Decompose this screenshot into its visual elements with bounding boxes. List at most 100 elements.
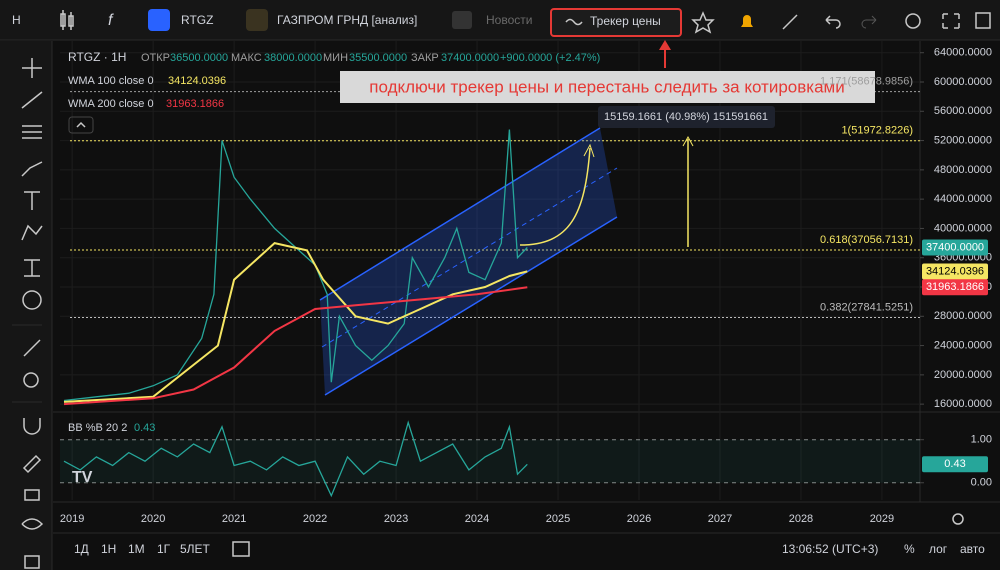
y-tick-label: 28000.0000 bbox=[934, 310, 992, 322]
legend-key: ОТКР bbox=[141, 52, 170, 64]
price-badge-label: 37400.0000 bbox=[926, 241, 984, 253]
band-fill bbox=[60, 439, 920, 483]
x-tick-label: 2020 bbox=[141, 513, 165, 525]
y-tick-label: 20000.0000 bbox=[934, 369, 992, 381]
indicator-title: BB %B 20 2 bbox=[68, 422, 127, 434]
camera-icon[interactable] bbox=[975, 12, 991, 29]
range-button[interactable]: 1М bbox=[128, 542, 145, 556]
indicator-value: 0.43 bbox=[134, 422, 155, 434]
y-tick-label: 52000.0000 bbox=[934, 134, 992, 146]
y-tick-label: 0.00 bbox=[971, 477, 992, 489]
channel-line bbox=[319, 127, 601, 301]
y-tick-label: 24000.0000 bbox=[934, 339, 992, 351]
legend-key: МИН bbox=[323, 52, 348, 64]
drawing-tools[interactable] bbox=[21, 58, 44, 569]
left-toolbar bbox=[0, 41, 52, 570]
fullscreen-icon[interactable] bbox=[942, 13, 960, 29]
percent-toggle[interactable]: % bbox=[904, 542, 915, 556]
price-badge bbox=[922, 263, 988, 280]
tracker-icon bbox=[565, 18, 583, 26]
log-toggle[interactable]: лог bbox=[929, 542, 948, 556]
axis-settings[interactable] bbox=[952, 513, 964, 525]
legend-value: 35500.0000 bbox=[349, 52, 407, 64]
brush-icon[interactable] bbox=[782, 14, 798, 30]
x-tick-label: 2023 bbox=[384, 513, 408, 525]
channel-mid bbox=[321, 167, 618, 348]
x-tick-label: 2019 bbox=[60, 513, 84, 525]
measure-box bbox=[598, 106, 775, 128]
y-tick-label: 56000.0000 bbox=[934, 105, 992, 117]
indicators-icon[interactable]: f bbox=[108, 12, 114, 29]
range-button[interactable]: 1Н bbox=[101, 542, 116, 556]
y-tick-label: 44000.0000 bbox=[934, 193, 992, 205]
legend-key: МАКС bbox=[231, 52, 262, 64]
y-tick-label: 48000.0000 bbox=[934, 164, 992, 176]
y-tick-label: 1.00 bbox=[971, 434, 992, 446]
date-range-icon[interactable] bbox=[232, 541, 250, 557]
channel-line bbox=[324, 216, 618, 396]
range-button[interactable]: 1Г bbox=[157, 542, 171, 556]
legend-value: 37400.0000 bbox=[441, 52, 499, 64]
legend-change: +900.0000 (+2.47%) bbox=[500, 52, 600, 64]
tv-logo: TV bbox=[72, 469, 93, 486]
star-icon[interactable] bbox=[691, 11, 715, 34]
arrow-head bbox=[583, 143, 595, 158]
tracker-button[interactable] bbox=[550, 8, 682, 37]
legend-series-value: 34124.0396 bbox=[168, 75, 226, 87]
fib-label: 1.171(58678.9856) bbox=[820, 76, 913, 88]
price-badge-label: 34124.0396 bbox=[926, 265, 984, 277]
collapse-icon bbox=[76, 121, 86, 128]
y-tick-label: 60000.0000 bbox=[934, 76, 992, 88]
x-tick-label: 2024 bbox=[465, 513, 489, 525]
legend-value: 38000.0000 bbox=[264, 52, 322, 64]
alert-icon[interactable] bbox=[741, 15, 753, 27]
measure-label: 15159.1661 (40.98%) 151591661 bbox=[604, 111, 768, 123]
series-line bbox=[63, 129, 528, 402]
price-badge-label: 31963.1866 bbox=[926, 281, 984, 293]
redo-icon[interactable] bbox=[861, 15, 877, 29]
price-badge bbox=[922, 456, 988, 473]
legend-value: 36500.0000 bbox=[170, 52, 228, 64]
symbol[interactable]: RTGZ bbox=[181, 13, 213, 27]
x-tick-label: 2026 bbox=[627, 513, 651, 525]
auto-toggle[interactable]: авто bbox=[960, 542, 985, 556]
price-badge bbox=[922, 279, 988, 296]
banner-arrow-head bbox=[659, 40, 671, 50]
banner-text: подключи трекер цены и перестань следить… bbox=[369, 77, 844, 96]
news-icon bbox=[452, 11, 472, 29]
range-button[interactable]: 5ЛЕТ bbox=[180, 542, 211, 556]
y-tick-label: 40000.0000 bbox=[934, 222, 992, 234]
series-line bbox=[63, 242, 528, 403]
y-tick-label: 16000.0000 bbox=[934, 398, 992, 410]
arrow-head bbox=[682, 135, 694, 147]
tracker-label[interactable]: Трекер цены bbox=[590, 14, 661, 28]
legend-symbol: RTGZ · 1H bbox=[68, 50, 126, 64]
range-button[interactable]: 1Д bbox=[74, 542, 89, 556]
banner bbox=[340, 71, 875, 103]
x-tick-label: 2029 bbox=[870, 513, 894, 525]
y-tick-label: 64000.0000 bbox=[934, 47, 992, 59]
legend-series-value: 31963.1866 bbox=[166, 98, 224, 110]
fib-label: 1(51972.8226) bbox=[841, 125, 913, 137]
candles-icon[interactable] bbox=[60, 10, 74, 30]
series-line bbox=[63, 286, 528, 406]
x-tick-label: 2028 bbox=[789, 513, 813, 525]
legend-series: WMA 200 close 0 bbox=[68, 98, 154, 110]
collapse-button[interactable] bbox=[68, 116, 94, 134]
x-tick-label: 2022 bbox=[303, 513, 327, 525]
symbol-name[interactable]: ГАЗПРОМ ГРНД [анализ] bbox=[277, 13, 417, 27]
x-tick-label: 2021 bbox=[222, 513, 246, 525]
compare-logo bbox=[246, 9, 268, 31]
undo-icon[interactable] bbox=[825, 15, 841, 29]
price-badge bbox=[922, 239, 988, 256]
clock: 13:06:52 (UTC+3) bbox=[782, 542, 878, 556]
news[interactable]: Новости bbox=[486, 13, 532, 27]
legend-series: WMA 100 close 0 bbox=[68, 75, 154, 87]
fib-label: 0.382(27841.5251) bbox=[820, 301, 913, 313]
parallel-channel bbox=[320, 128, 617, 395]
settings-icon[interactable] bbox=[905, 13, 921, 29]
projection-curve bbox=[519, 147, 591, 246]
x-tick-label: 2027 bbox=[708, 513, 732, 525]
symbol-short[interactable]: H bbox=[12, 13, 21, 27]
